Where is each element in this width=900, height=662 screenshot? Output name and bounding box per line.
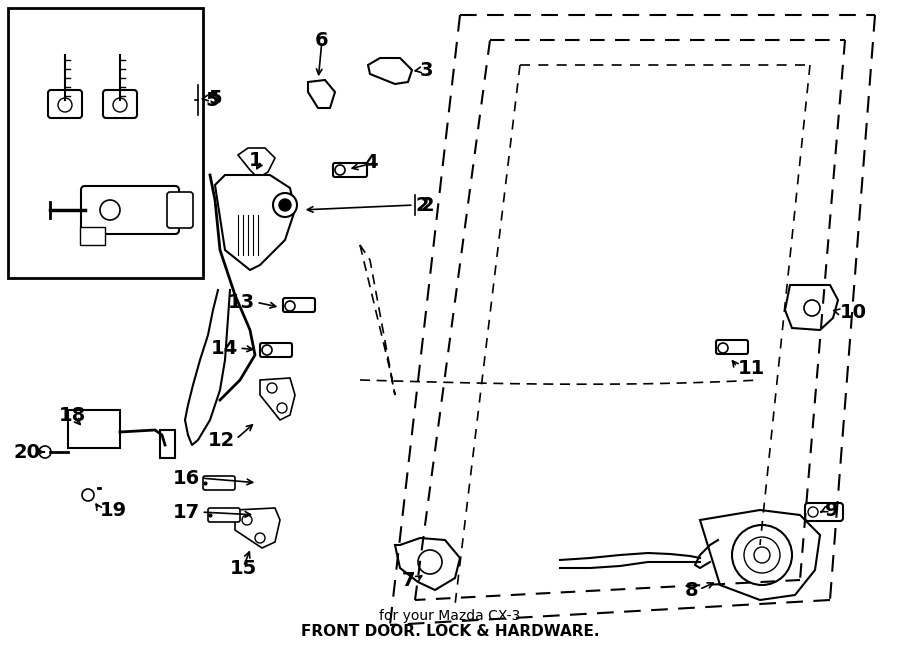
Text: 3: 3 xyxy=(420,60,434,79)
Text: 1: 1 xyxy=(248,150,262,169)
Text: FRONT DOOR. LOCK & HARDWARE.: FRONT DOOR. LOCK & HARDWARE. xyxy=(301,624,599,639)
FancyBboxPatch shape xyxy=(103,90,137,118)
Circle shape xyxy=(335,165,345,175)
FancyBboxPatch shape xyxy=(203,476,235,490)
Circle shape xyxy=(754,547,770,563)
FancyBboxPatch shape xyxy=(805,503,843,521)
Bar xyxy=(68,410,120,448)
Polygon shape xyxy=(308,80,335,108)
Text: 15: 15 xyxy=(230,559,256,577)
Circle shape xyxy=(808,507,818,517)
Circle shape xyxy=(267,383,277,393)
Text: 2: 2 xyxy=(420,195,434,214)
Bar xyxy=(8,8,203,278)
Text: for your Mazda CX-3: for your Mazda CX-3 xyxy=(380,609,520,623)
Text: 14: 14 xyxy=(211,338,238,357)
Text: 9: 9 xyxy=(825,500,839,520)
Circle shape xyxy=(732,525,792,585)
Circle shape xyxy=(58,98,72,112)
Polygon shape xyxy=(238,148,275,178)
Circle shape xyxy=(113,98,127,112)
FancyBboxPatch shape xyxy=(716,340,748,354)
Bar xyxy=(80,227,105,245)
FancyBboxPatch shape xyxy=(283,298,315,312)
Polygon shape xyxy=(700,510,820,600)
Text: 17: 17 xyxy=(173,502,200,522)
Polygon shape xyxy=(395,538,460,590)
Circle shape xyxy=(804,300,820,316)
Polygon shape xyxy=(215,175,295,270)
Circle shape xyxy=(285,301,295,311)
Polygon shape xyxy=(368,58,412,84)
Text: 20: 20 xyxy=(13,442,40,461)
FancyBboxPatch shape xyxy=(260,343,292,357)
FancyBboxPatch shape xyxy=(81,186,179,234)
Circle shape xyxy=(273,193,297,217)
Circle shape xyxy=(744,537,780,573)
Text: 5: 5 xyxy=(208,89,221,107)
Text: 16: 16 xyxy=(173,469,200,487)
Circle shape xyxy=(418,550,442,574)
Text: 5: 5 xyxy=(205,91,219,109)
Circle shape xyxy=(255,533,265,543)
Text: 10: 10 xyxy=(840,303,867,322)
Circle shape xyxy=(100,200,120,220)
Text: 13: 13 xyxy=(228,293,255,312)
Text: 12: 12 xyxy=(208,430,235,449)
Text: 2: 2 xyxy=(415,195,428,214)
Polygon shape xyxy=(260,378,295,420)
Polygon shape xyxy=(235,508,280,548)
FancyBboxPatch shape xyxy=(208,508,240,522)
FancyBboxPatch shape xyxy=(48,90,82,118)
Circle shape xyxy=(718,343,728,353)
Text: 18: 18 xyxy=(58,406,86,424)
Text: 19: 19 xyxy=(100,500,127,520)
Text: 8: 8 xyxy=(684,581,698,600)
Polygon shape xyxy=(360,245,395,395)
Text: 7: 7 xyxy=(401,571,415,589)
FancyBboxPatch shape xyxy=(333,163,367,177)
Text: 11: 11 xyxy=(738,359,765,377)
Circle shape xyxy=(262,345,272,355)
Circle shape xyxy=(39,446,51,458)
Circle shape xyxy=(279,199,291,211)
Circle shape xyxy=(82,489,94,501)
Text: 6: 6 xyxy=(315,30,328,50)
Circle shape xyxy=(277,403,287,413)
Text: 4: 4 xyxy=(364,152,378,171)
FancyBboxPatch shape xyxy=(167,192,193,228)
Circle shape xyxy=(242,515,252,525)
Polygon shape xyxy=(785,285,838,330)
Bar xyxy=(160,430,175,458)
